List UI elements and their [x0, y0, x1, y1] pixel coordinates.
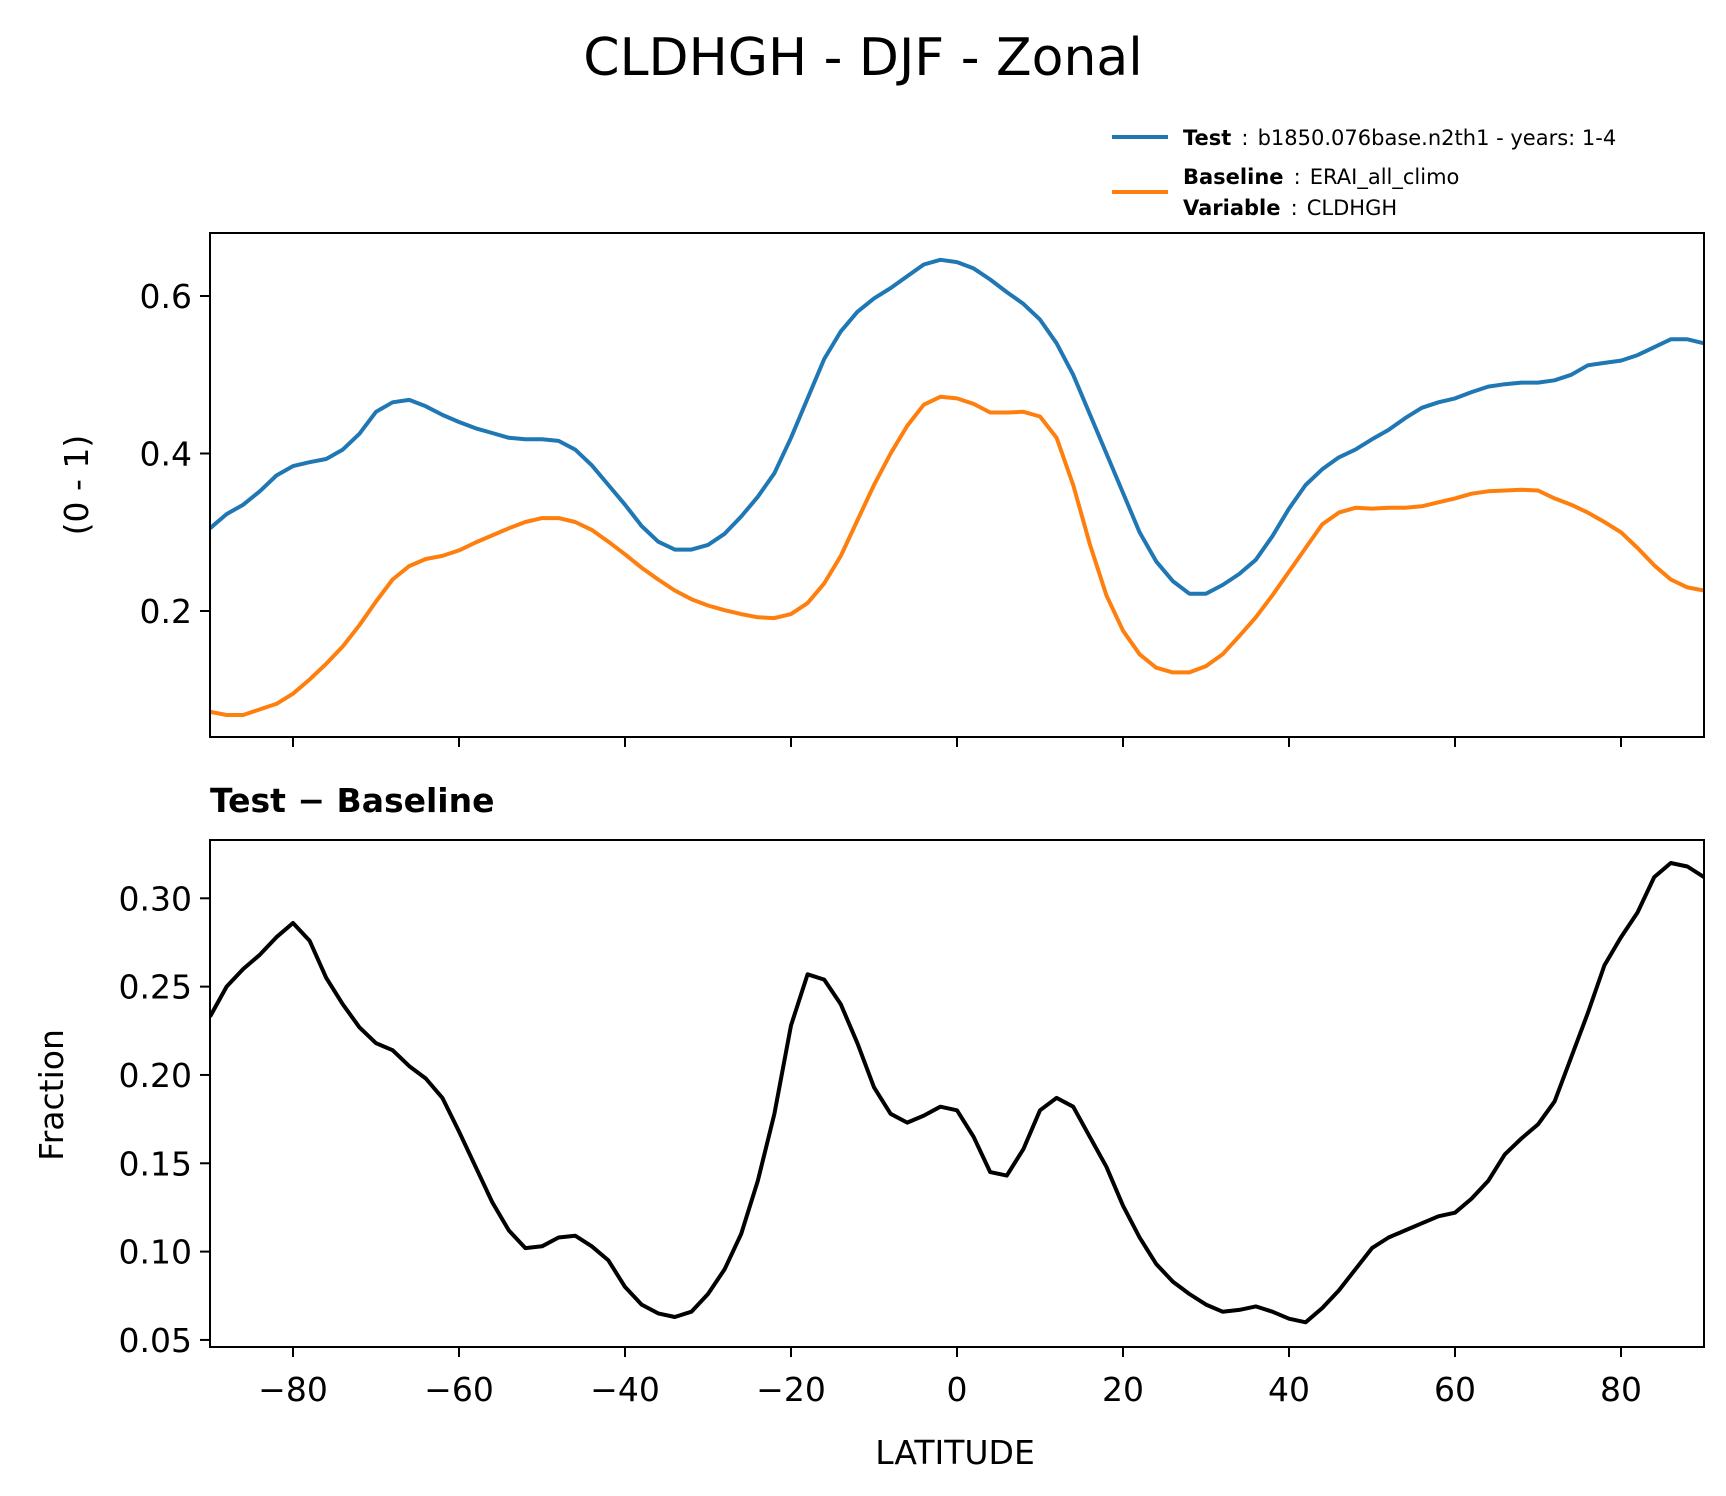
- bottom-xtick-label: −20: [756, 1370, 826, 1409]
- bottom-xlabel: LATITUDE: [875, 1433, 1035, 1472]
- bottom-panel: Test − Baseline Fraction LATITUDE 0.05 0.…: [32, 781, 1705, 1472]
- top-ytick-label: 0.2: [140, 592, 192, 631]
- bottom-axes-frame: [209, 839, 1705, 1348]
- bottom-ytick-label: 0.05: [119, 1321, 192, 1360]
- legend-variable-entry: Variable : CLDHGH: [1183, 196, 1397, 220]
- bottom-xtick-label: −40: [590, 1370, 660, 1409]
- bottom-xtick-label: 40: [1268, 1370, 1310, 1409]
- bottom-xtick-label: 60: [1434, 1370, 1476, 1409]
- top-ytick-label: 0.6: [140, 277, 192, 316]
- top-ytick-label: 0.4: [140, 435, 192, 474]
- bottom-ytick-label: 0.20: [119, 1056, 192, 1095]
- bottom-xtick-label: 20: [1102, 1370, 1144, 1409]
- top-axes-frame: [209, 232, 1705, 738]
- legend-variable-key: Variable: [1183, 196, 1280, 220]
- bottom-xtick-label: 0: [947, 1370, 968, 1409]
- figure-title: CLDHGH - DJF - Zonal: [583, 28, 1142, 88]
- legend-test-key: Test: [1183, 126, 1231, 150]
- legend-baseline-sep: :: [1294, 165, 1301, 189]
- legend-variable-sep: :: [1291, 196, 1298, 220]
- legend-test-sep: :: [1241, 126, 1248, 150]
- bottom-series-difference-line: [210, 861, 1704, 1325]
- legend-baseline-entry: Baseline : ERAI_all_climo: [1183, 165, 1459, 190]
- bottom-xtick-label: −60: [424, 1370, 494, 1409]
- bottom-ytick-label: 0.30: [119, 879, 192, 918]
- top-ylabel: (0 - 1): [57, 435, 96, 536]
- bottom-xtick-label: 80: [1600, 1370, 1642, 1409]
- legend-variable-value: CLDHGH: [1307, 196, 1397, 220]
- legend-test-entry: Test : b1850.076base.n2th1 - years: 1-4: [1183, 126, 1616, 150]
- top-series-test-line: [210, 257, 1704, 596]
- legend: Test : b1850.076base.n2th1 - years: 1-4 …: [1112, 126, 1616, 220]
- bottom-xtick-label: −80: [258, 1370, 328, 1409]
- bottom-ylabel: Fraction: [32, 1029, 71, 1161]
- legend-baseline-key: Baseline: [1183, 165, 1284, 189]
- bottom-panel-title: Test − Baseline: [210, 781, 495, 820]
- top-series-baseline-line: [210, 394, 1704, 717]
- bottom-ytick-label: 0.25: [119, 968, 192, 1007]
- legend-baseline-value: ERAI_all_climo: [1310, 165, 1460, 190]
- legend-test-value: b1850.076base.n2th1 - years: 1-4: [1258, 126, 1617, 150]
- top-panel: (0 - 1) 0.2 0.4 0.6: [57, 232, 1705, 747]
- bottom-ytick-label: 0.10: [119, 1233, 192, 1272]
- bottom-ytick-label: 0.15: [119, 1144, 192, 1183]
